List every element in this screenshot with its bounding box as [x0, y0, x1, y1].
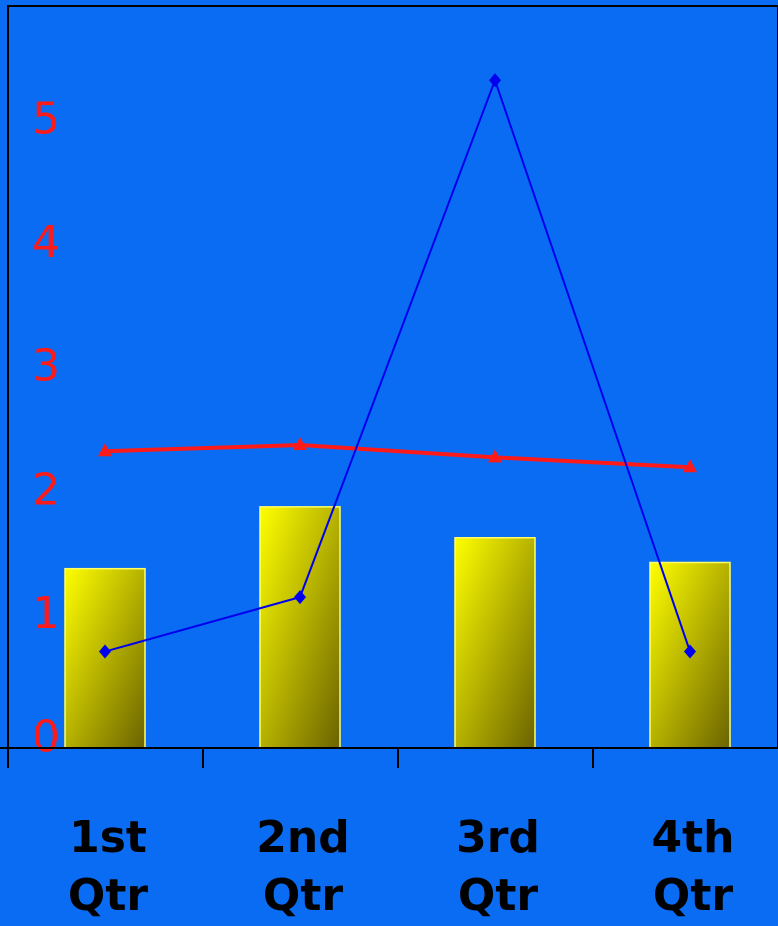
triangle-point [488, 449, 502, 463]
bar [259, 506, 341, 749]
triangle-point [683, 459, 697, 473]
diamond-point [684, 644, 696, 659]
triangle-point [98, 443, 112, 457]
x-tick-label: 2nd Qtr [256, 812, 349, 921]
x-tick-label: 4th Qtr [652, 812, 735, 921]
y-tick-label: 4 [32, 217, 60, 268]
y-tick-label: 1 [32, 588, 60, 639]
x-tick-label: 1st Qtr [68, 812, 148, 921]
diamond-point [99, 644, 111, 659]
line-series [98, 73, 697, 659]
x-axis [0, 747, 778, 768]
triangle-point [293, 437, 307, 451]
y-tick-label: 2 [32, 464, 60, 515]
x-tick-label: 3rd Qtr [456, 812, 540, 921]
y-tick-label: 3 [32, 341, 60, 392]
diamond-point [489, 73, 501, 88]
bar-series [64, 506, 731, 749]
y-tick-label: 0 [32, 712, 60, 763]
triangle-series-line [104, 443, 691, 470]
diamond-point [294, 590, 306, 605]
bar [454, 537, 536, 749]
y-tick-labels: 0 1 2 3 4 5 [32, 93, 60, 762]
x-tick-labels: 1st Qtr 2nd Qtr 3rd Qtr 4th Qtr [68, 812, 735, 921]
y-tick-label: 5 [32, 93, 60, 144]
diamond-series-line [104, 77, 691, 653]
